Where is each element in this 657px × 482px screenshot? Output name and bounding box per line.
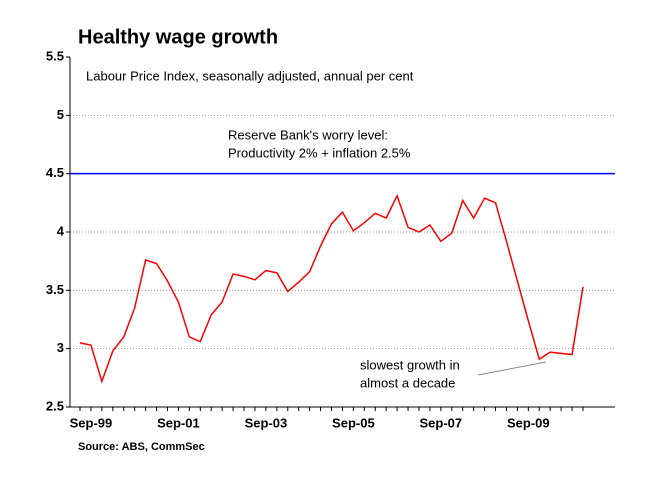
y-tick-label: 5	[57, 107, 64, 122]
x-tick-label: Sep-01	[157, 415, 200, 430]
annotation-pointer	[477, 361, 547, 376]
y-tick-label: 4.5	[46, 165, 64, 180]
y-tick-label: 3	[57, 340, 64, 355]
y-tick-label: 5.5	[46, 48, 64, 63]
reference-label: Reserve Bank's worry level:	[228, 127, 388, 142]
annotation: slowest growth in	[360, 357, 460, 372]
subtitle: Labour Price Index, seasonally adjusted,…	[86, 68, 414, 83]
reference-label: Productivity 2% + inflation 2.5%	[228, 145, 411, 160]
x-tick-label: Sep-99	[70, 415, 113, 430]
x-tick-label: Sep-07	[420, 415, 463, 430]
y-tick-label: 2.5	[46, 398, 64, 413]
source: Source: ABS, CommSec	[78, 441, 205, 453]
series-line	[79, 193, 584, 384]
x-tick-label: Sep-09	[507, 415, 550, 430]
y-tick-label: 4	[57, 223, 65, 238]
y-tick-label: 3.5	[46, 282, 64, 297]
x-tick-label: Sep-03	[245, 415, 288, 430]
x-tick-label: Sep-05	[332, 415, 375, 430]
chart-title: Healthy wage growth	[78, 26, 278, 48]
annotation: almost a decade	[360, 375, 455, 390]
